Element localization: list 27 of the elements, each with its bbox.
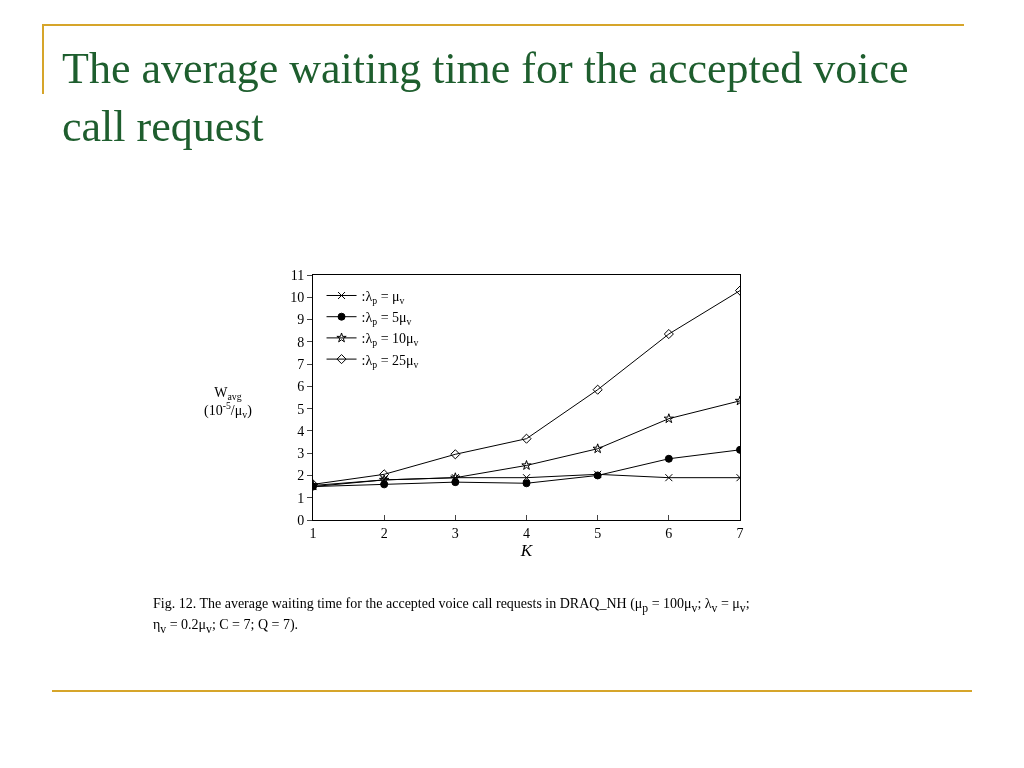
y-tick-label: 2 (297, 468, 305, 484)
y-tick-label: 9 (297, 312, 305, 328)
y-tick-label: 8 (297, 334, 305, 350)
x-axis-title: K (519, 541, 534, 561)
x-tick-label: 3 (451, 525, 459, 541)
text: Fig. 12. The average waiting time for the accepted voice call requests in DRAQ_NH (μ$_{p}$ = 100μ$_{v}$; λ$_{v}$ = μ$_{v}$; η$_{v}$ = 0.2μ$_{v}$; C = 7; Q = 7). (153, 596, 750, 636)
y-tick-label: 6 (297, 379, 305, 395)
y-tick-label: 3 (297, 446, 305, 462)
x-tick-label: 6 (665, 525, 673, 541)
y-tick-label: 4 (297, 423, 305, 439)
legend-label: :λ$_{p}$ = 10μ$_{v}$ (361, 331, 419, 349)
y-tick-label: 10 (290, 290, 305, 306)
x-tick-label: 5 (594, 525, 602, 541)
x-tick-label: 4 (523, 525, 530, 541)
y-tick-label: 5 (297, 401, 305, 417)
legend-label: :λ$_{p}$ = 5μ$_{v}$ (361, 310, 412, 328)
y-tick-label: 0 (297, 512, 305, 528)
y-axis-title: W$_{avg}$ (10$^{-5}$/μ$_{v}$) (204, 385, 253, 421)
x-tick-label: 1 (309, 525, 317, 541)
y-tick-label: 7 (297, 356, 305, 372)
chart-title: The average waiting time for the accepted voice call request (62, 43, 910, 153)
legend-label: :λ$_{p}$ = μ$_{v}$ (361, 288, 405, 306)
x-tick-label: 7 (736, 525, 744, 541)
y-tick-label: 11 (290, 267, 305, 283)
x-tick-label: 2 (380, 525, 388, 541)
y-tick-label: 1 (297, 490, 305, 506)
legend-label: :λ$_{p}$ = 25μ$_{v}$ (361, 352, 419, 370)
